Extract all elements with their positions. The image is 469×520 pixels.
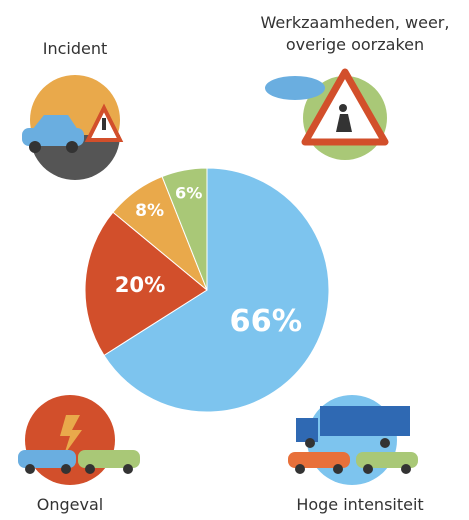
category-label: Werkzaamheden, weer, overige oorzaken <box>260 13 450 54</box>
value-label: 8% <box>135 201 164 221</box>
category-label: Ongeval <box>36 495 104 514</box>
value-label: 6% <box>175 184 202 203</box>
pie-slice <box>103 167 330 413</box>
value-label: 20% <box>115 272 166 297</box>
icon-incident <box>22 75 124 180</box>
icon-traffic <box>288 395 418 485</box>
pie-slice <box>84 211 208 357</box>
pie: 66% 20% 8% 6% <box>84 167 330 413</box>
icon-works <box>265 68 389 160</box>
value-label: 66% <box>230 304 303 339</box>
category-label: Incident <box>42 39 108 58</box>
pie-slice <box>161 167 208 291</box>
category-label: Hoge intensiteit <box>296 495 424 514</box>
icon-accident <box>18 395 140 485</box>
